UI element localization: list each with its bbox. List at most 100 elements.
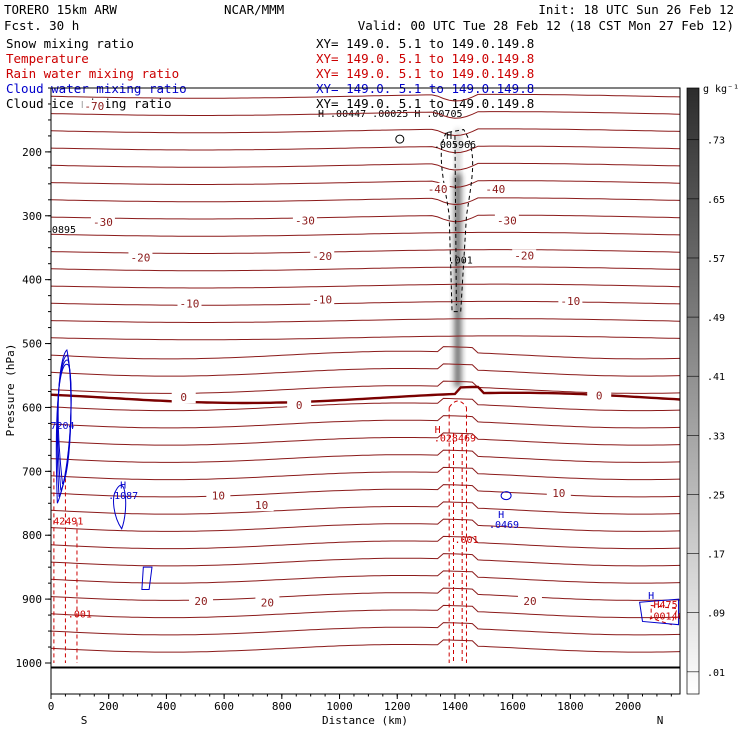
cloud-ice-contour: [395, 134, 405, 144]
plot-frame: [50, 87, 681, 695]
colorbar-label: .01: [707, 668, 725, 679]
cloud-water-contour: [141, 566, 153, 591]
contour-extremum-label: 7204: [50, 421, 74, 432]
valid-time: Valid: 00 UTC Tue 28 Feb 12 (18 CST Mon …: [358, 18, 734, 33]
isotherm-label: -30: [295, 214, 315, 227]
snow-column-top: [453, 129, 463, 184]
field-name: Temperature: [6, 51, 89, 66]
isotherm-line: [51, 318, 680, 323]
isotherm-line: [51, 587, 680, 601]
snow-mixing-ratio-shading: [450, 129, 466, 387]
isotherm-line: [51, 266, 680, 272]
field-xy: XY= 149.0. 5.1 to 149.0.149.8: [316, 66, 534, 81]
isotherm-line: [51, 553, 680, 567]
isotherm-line: [51, 397, 680, 412]
label-knockout: [292, 214, 317, 227]
y-axis: 200 300 400 500 600 700 800 900 1000: [16, 87, 51, 670]
y-tick-label: 700: [22, 465, 42, 478]
colorbar: [686, 87, 700, 695]
isotherm-line: [51, 335, 680, 341]
cloud-ice-contour: [440, 128, 474, 313]
x-tick-label: 2000: [615, 700, 642, 713]
south-label: S: [81, 714, 88, 727]
isotherm-line: [51, 283, 680, 289]
isotherm-line: [51, 300, 680, 306]
contour-extremum-label: 0895: [52, 225, 76, 236]
colorbar-label: .65: [707, 195, 725, 206]
contour-extremum-label: .001: [454, 535, 478, 546]
label-knockout: [128, 251, 153, 264]
colorbar-label: .49: [707, 313, 725, 324]
isotherm-line: [51, 128, 680, 137]
isotherm-label: -10: [560, 295, 580, 308]
label-knockout: [425, 182, 450, 195]
x-axis-title: Distance (km): [322, 714, 408, 727]
label-knockout: [517, 595, 542, 608]
rain-water-contour: [448, 400, 467, 663]
isotherm-label: -20: [514, 249, 534, 262]
contour-extremum-label: H: [435, 425, 441, 436]
isotherm-label: -30: [93, 216, 113, 229]
isotherm-line: [51, 535, 680, 550]
isotherm-line: [51, 466, 680, 481]
isotherm-label: 0: [180, 391, 187, 404]
y-tick-label: 200: [22, 146, 42, 159]
label-knockout: [558, 294, 583, 307]
label-knockout: [494, 214, 519, 227]
label-knockout: [310, 250, 335, 263]
model-title: TORERO 15km ARW: [4, 2, 117, 17]
contour-extremum-label: .001: [449, 256, 473, 267]
isotherm-line: [51, 162, 680, 171]
isotherm-line: [51, 197, 680, 206]
isotherm-line: [51, 449, 680, 463]
isotherm-line: [51, 231, 680, 237]
north-label: N: [657, 714, 664, 727]
organization: NCAR/MMM: [224, 2, 284, 17]
cloud-water-contour: [639, 598, 680, 626]
isotherm-label: 20: [261, 596, 274, 609]
x-tick-label: 0: [48, 700, 55, 713]
label-knockout: [310, 293, 335, 306]
label-knockout: [171, 391, 196, 404]
contour-extremum-label: .0469: [489, 520, 519, 531]
hydrometeor-contours: [53, 128, 680, 663]
y-tick-label: 800: [22, 529, 42, 542]
field-extra: H .00447 .00025 H .00705: [318, 109, 463, 120]
isotherm-line: [51, 639, 680, 653]
x-tick-label: 1000: [326, 700, 353, 713]
colorbar-label: .73: [707, 136, 725, 147]
isotherm-line: [51, 570, 680, 584]
y-axis-title: Pressure (hPa): [4, 344, 17, 437]
colorbar-label: .33: [707, 431, 725, 442]
colorbar-label: .25: [707, 490, 725, 501]
y-tick-label: 500: [22, 338, 42, 351]
isotherm-line: [51, 415, 680, 429]
isotherm-line: [51, 93, 680, 102]
field-name: Rain water mixing ratio: [6, 66, 179, 81]
isotherm-label: -40: [428, 183, 448, 196]
rain-water-contour: [53, 471, 78, 663]
contour-extremum-label: .00146: [648, 612, 684, 623]
contour-extremum-label: H: [446, 131, 452, 142]
isotherm-line: [51, 346, 680, 360]
isotherm-label: -10: [180, 297, 200, 310]
isotherm-label: -30: [497, 214, 517, 227]
isotherm-line: [51, 432, 680, 446]
x-tick-label: 800: [272, 700, 292, 713]
temperature-isotherms: [51, 93, 680, 669]
isotherm-line: [51, 180, 680, 188]
x-tick-label: 1600: [499, 700, 526, 713]
colorbar-unit: g kg⁻¹: [703, 84, 739, 95]
contour-extremum-label: 42491: [53, 516, 83, 527]
field-xy: XY= 149.0. 5.1 to 149.0.149.8: [316, 51, 534, 66]
isotherm-label: 0: [296, 399, 303, 412]
isotherm-line: [51, 363, 680, 377]
colorbar-label: .41: [707, 372, 725, 383]
label-knockout: [249, 499, 274, 512]
label-knockout: [287, 398, 312, 411]
x-tick-label: 1400: [442, 700, 469, 713]
y-tick-label: 400: [22, 274, 42, 287]
label-knockout: [177, 297, 202, 310]
cloud-water-contour: [500, 491, 512, 501]
